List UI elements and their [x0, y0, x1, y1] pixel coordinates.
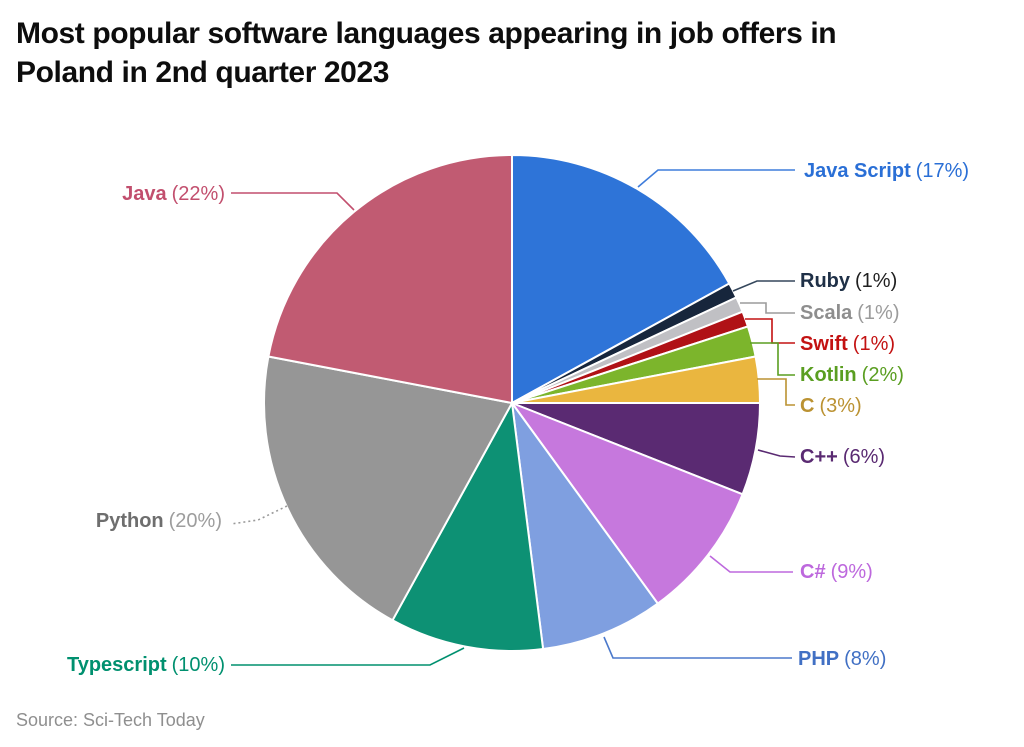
pie-slice-java-script	[511, 154, 731, 404]
label-scala: Scala (1%)	[800, 300, 900, 326]
label-c-plus-plus-pct: (6%)	[842, 446, 886, 468]
label-java-script-name: Java Script	[804, 160, 911, 182]
leader-line-python	[230, 505, 288, 525]
label-typescript: Typescript (10%)	[67, 652, 225, 678]
label-ruby-pct: (1%)	[855, 270, 898, 292]
label-kotlin-pct: (2%)	[861, 364, 904, 386]
leader-line-c	[757, 378, 795, 406]
chart-title-line-2: Poland in 2nd quarter 2023	[16, 56, 390, 89]
label-c-sharp-name: C#	[800, 561, 826, 583]
label-c-plus-plus: C++ (6%)	[800, 444, 885, 470]
label-kotlin-name: Kotlin	[800, 364, 857, 386]
label-java-script: Java Script (17%)	[804, 158, 969, 184]
leader-line-scala	[740, 302, 795, 314]
label-typescript-pct: (10%)	[171, 654, 225, 676]
label-scala-pct: (1%)	[857, 302, 900, 324]
label-java-pct: (22%)	[171, 183, 225, 205]
pie-slice-java	[267, 154, 513, 404]
label-c-sharp: C# (9%)	[800, 559, 873, 585]
label-php-name: PHP	[798, 648, 840, 670]
label-java-script-pct: (17%)	[915, 160, 970, 182]
label-typescript-name: Typescript	[66, 654, 167, 676]
chart-title: Most popular software languages appearin…	[16, 14, 1006, 92]
leader-line-swift	[745, 318, 795, 344]
label-java-name: Java	[122, 183, 167, 205]
leader-line-java-script	[637, 169, 795, 188]
pie-slice-typescript	[391, 402, 545, 652]
pie-slice-python	[263, 355, 513, 622]
leader-line-ruby	[732, 280, 795, 292]
label-scala-name: Scala	[800, 302, 853, 324]
label-swift-pct: (1%)	[852, 333, 896, 355]
leader-line-c-sharp	[709, 555, 793, 573]
pie-slice-php	[511, 402, 659, 650]
leader-line-c-plus-plus	[757, 449, 796, 458]
label-python-name: Python	[95, 510, 164, 532]
label-kotlin: Kotlin (2%)	[800, 362, 904, 388]
leader-line-php	[603, 636, 792, 659]
leader-line-kotlin	[750, 342, 795, 376]
label-ruby-name: Ruby	[800, 270, 850, 292]
label-c-pct: (3%)	[819, 395, 862, 417]
label-java: Java (22%)	[122, 181, 225, 207]
label-python-pct: (20%)	[168, 510, 222, 532]
label-c-sharp-pct: (9%)	[830, 561, 873, 583]
label-swift: Swift (1%)	[800, 331, 895, 357]
pie-slice-c-sharp	[511, 402, 744, 605]
label-php-pct: (8%)	[844, 648, 887, 670]
label-swift-name: Swift	[800, 333, 848, 355]
source-note: Source: Sci-Tech Today	[16, 710, 205, 730]
label-php: PHP (8%)	[798, 646, 886, 672]
label-python: Python (20%)	[96, 508, 222, 534]
label-ruby: Ruby (1%)	[800, 268, 897, 294]
label-c: C (3%)	[800, 393, 862, 419]
label-c-plus-plus-name: C++	[800, 446, 838, 468]
label-c-name: C	[800, 395, 815, 417]
chart-title-line-1: Most popular software languages appearin…	[16, 17, 837, 50]
leader-line-typescript	[231, 647, 465, 666]
leader-line-java	[231, 192, 355, 211]
